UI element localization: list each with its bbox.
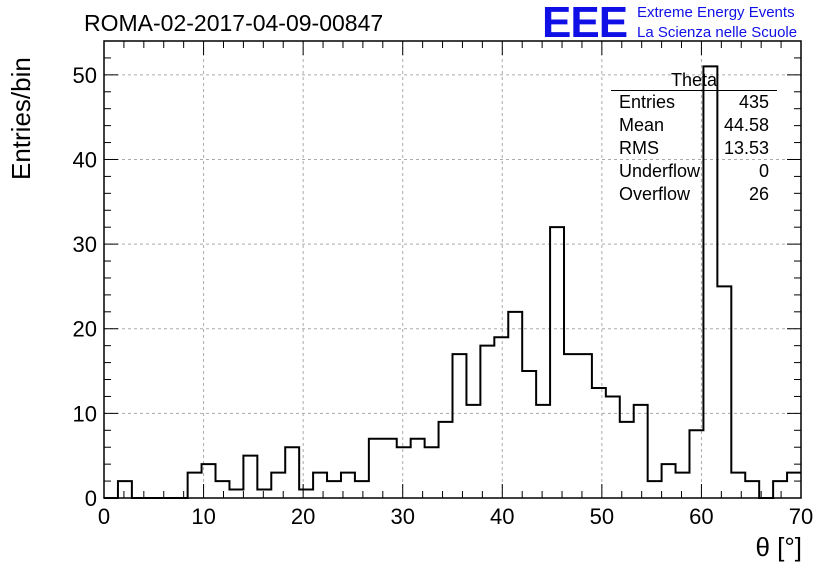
x-tick-label: 60 — [689, 504, 713, 529]
stats-box: Theta Entries 435 Mean 44.58 RMS 13.53 U… — [611, 70, 777, 206]
histogram-bin — [592, 388, 606, 498]
histogram-bin — [466, 405, 480, 498]
histogram-bin — [480, 346, 494, 498]
eee-logo: EEE — [542, 0, 628, 47]
stats-title: Theta — [611, 70, 777, 91]
histogram-bin — [578, 354, 592, 498]
y-tick-label: 40 — [73, 147, 97, 172]
y-tick-label: 20 — [73, 317, 97, 342]
histogram-bin — [508, 312, 522, 498]
stats-row-underflow: Underflow 0 — [611, 160, 777, 183]
y-tick-label: 10 — [73, 401, 97, 426]
stats-label: Overflow — [619, 184, 691, 204]
stats-row-mean: Mean 44.58 — [611, 114, 777, 137]
histogram-bin — [606, 396, 620, 498]
y-tick-label: 30 — [73, 232, 97, 257]
stats-row-overflow: Overflow 26 — [611, 183, 777, 206]
histogram-bin — [662, 464, 676, 498]
histogram-bin — [243, 456, 257, 498]
stats-label: Underflow — [619, 161, 701, 181]
histogram-bin — [745, 481, 759, 498]
histogram-bin — [188, 473, 202, 498]
histogram-bin — [411, 439, 425, 498]
x-tick-label: 50 — [590, 504, 614, 529]
histogram-bin — [229, 490, 243, 498]
histogram-bin — [439, 422, 453, 498]
histogram-bin — [620, 422, 634, 498]
histogram-bin — [773, 481, 787, 498]
stats-value: 13.53 — [723, 138, 769, 158]
histogram-bin — [787, 473, 801, 498]
histogram-bin — [257, 490, 271, 498]
stats-label: RMS — [619, 138, 659, 158]
x-tick-label: 70 — [789, 504, 813, 529]
x-tick-label: 30 — [390, 504, 414, 529]
histogram-bin — [550, 227, 564, 498]
x-tick-label: 40 — [490, 504, 514, 529]
histogram-bin — [494, 337, 508, 498]
plot-title: ROMA-02-2017-04-09-00847 — [84, 10, 384, 36]
histogram-bin — [118, 481, 132, 498]
histogram-bin — [285, 447, 299, 498]
histogram-bin — [634, 405, 648, 498]
x-axis-title: θ [°] — [755, 532, 802, 562]
histogram-bin — [299, 490, 313, 498]
histogram-bin — [369, 439, 383, 498]
histogram-bin — [648, 481, 662, 498]
histogram-bin — [355, 481, 369, 498]
histogram-bin — [383, 439, 397, 498]
stats-value: 26 — [748, 184, 769, 204]
histogram-bin — [676, 473, 690, 498]
histogram-bin — [397, 447, 411, 498]
histogram-bin — [564, 354, 578, 498]
stats-label: Entries — [619, 92, 676, 112]
stats-row-rms: RMS 13.53 — [611, 137, 777, 160]
histogram-bin — [313, 473, 327, 498]
histogram-outline — [104, 65, 801, 499]
logo-text-line2: La Scienza nelle Scuole — [637, 24, 798, 41]
histogram-bin — [536, 405, 550, 498]
histogram-bin — [216, 481, 230, 498]
histogram-bin — [717, 286, 731, 498]
x-tick-label: 20 — [291, 504, 315, 529]
y-tick-label: 50 — [73, 63, 97, 88]
y-axis-title: Entries/bin — [6, 57, 36, 180]
histogram-bin — [327, 481, 341, 498]
x-tick-label: 0 — [98, 504, 110, 529]
y-tick-label: 0 — [85, 486, 97, 511]
logo-text-line1: Extreme Energy Events — [637, 4, 795, 21]
plot-frame — [103, 40, 802, 499]
stats-value: 44.58 — [723, 115, 769, 135]
histogram-bin — [425, 447, 439, 498]
stats-row-entries: Entries 435 — [611, 91, 777, 114]
stats-value: 435 — [738, 92, 769, 112]
histogram-bin — [731, 473, 745, 498]
stats-value: 0 — [758, 161, 769, 181]
x-tick-label: 10 — [191, 504, 215, 529]
histogram-bin — [453, 354, 467, 498]
histogram-bin — [522, 371, 536, 498]
stats-label: Mean — [619, 115, 665, 135]
